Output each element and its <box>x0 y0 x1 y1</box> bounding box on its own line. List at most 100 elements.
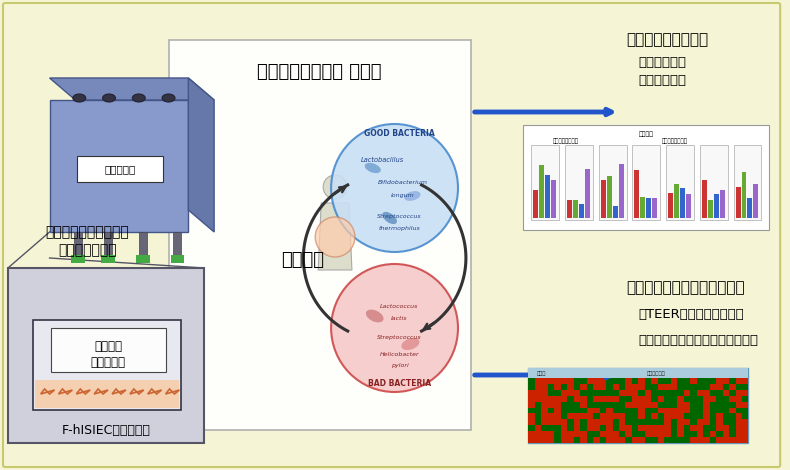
Bar <box>574 384 580 390</box>
Bar <box>561 414 567 419</box>
Bar <box>677 437 683 443</box>
Bar <box>723 407 729 414</box>
Bar <box>716 414 723 419</box>
Ellipse shape <box>404 191 420 201</box>
Bar <box>683 402 690 407</box>
Bar <box>690 437 697 443</box>
Text: F-hISIEC（好気性）: F-hISIEC（好気性） <box>62 423 151 437</box>
Bar <box>529 396 535 402</box>
Bar <box>529 384 535 390</box>
Bar <box>723 402 729 407</box>
Bar <box>652 384 658 390</box>
Bar <box>645 390 652 396</box>
Circle shape <box>315 217 355 257</box>
Bar <box>703 419 709 425</box>
Bar <box>697 402 703 407</box>
Bar <box>580 384 587 390</box>
Bar <box>754 184 758 218</box>
Bar <box>697 384 703 390</box>
Bar <box>632 431 638 437</box>
Bar <box>580 407 587 414</box>
Bar <box>626 437 632 443</box>
Bar <box>600 396 606 402</box>
Ellipse shape <box>103 94 115 102</box>
Bar <box>567 407 574 414</box>
Bar <box>535 407 541 414</box>
Bar <box>735 378 742 384</box>
Bar <box>709 384 716 390</box>
Bar <box>600 425 606 431</box>
Bar <box>703 431 709 437</box>
Text: GOOD BACTERIA: GOOD BACTERIA <box>364 128 434 138</box>
Bar <box>574 402 580 407</box>
Bar <box>612 431 619 437</box>
Bar <box>671 402 677 407</box>
Bar <box>555 425 561 431</box>
Bar <box>671 414 677 419</box>
Bar <box>742 419 748 425</box>
Bar <box>587 419 593 425</box>
Text: 共培養デバイス: 共培養デバイス <box>58 243 117 257</box>
Bar <box>541 378 547 384</box>
Ellipse shape <box>133 94 145 102</box>
Bar <box>652 402 658 407</box>
Bar <box>626 384 632 390</box>
Bar <box>593 431 600 437</box>
Bar <box>677 407 683 414</box>
Bar <box>529 368 748 443</box>
Bar <box>632 425 638 431</box>
Bar <box>619 378 626 384</box>
Bar <box>626 414 632 419</box>
Bar <box>638 402 645 407</box>
Bar <box>626 402 632 407</box>
Bar <box>716 390 723 396</box>
Bar <box>742 390 748 396</box>
Bar <box>574 414 580 419</box>
Bar <box>632 407 638 414</box>
Bar <box>742 402 748 407</box>
Bar <box>587 431 593 437</box>
Bar <box>742 378 748 384</box>
Bar <box>547 390 555 396</box>
Bar <box>666 145 694 220</box>
Bar <box>703 414 709 419</box>
Ellipse shape <box>365 163 381 173</box>
Text: ・腸内細菌への影響: ・腸内細菌への影響 <box>626 32 709 47</box>
Bar <box>619 414 626 419</box>
Bar <box>547 437 555 443</box>
Bar <box>734 145 762 220</box>
Bar <box>587 384 593 390</box>
Bar <box>729 414 735 419</box>
Bar <box>664 407 671 414</box>
Bar <box>690 390 697 396</box>
Bar <box>535 419 541 425</box>
Bar <box>593 425 600 431</box>
Bar <box>580 425 587 431</box>
Bar <box>652 425 658 431</box>
Bar <box>697 437 703 443</box>
Bar <box>709 425 716 431</box>
Bar <box>587 425 593 431</box>
Bar <box>683 407 690 414</box>
Bar <box>541 390 547 396</box>
Bar <box>658 414 664 419</box>
Bar <box>723 390 729 396</box>
Text: Streptococcus: Streptococcus <box>377 213 422 219</box>
Bar <box>600 407 606 414</box>
Polygon shape <box>318 203 352 270</box>
Bar <box>729 378 735 384</box>
Text: longum: longum <box>390 194 414 198</box>
Bar <box>652 378 658 384</box>
Bar <box>529 390 535 396</box>
Bar <box>593 414 600 419</box>
Bar <box>709 407 716 414</box>
Ellipse shape <box>401 338 419 350</box>
Bar <box>664 431 671 437</box>
Bar <box>703 407 709 414</box>
Bar <box>541 402 547 407</box>
Bar <box>742 407 748 414</box>
Bar <box>547 402 555 407</box>
Bar <box>579 204 584 218</box>
Bar <box>547 425 555 431</box>
Bar <box>567 437 574 443</box>
